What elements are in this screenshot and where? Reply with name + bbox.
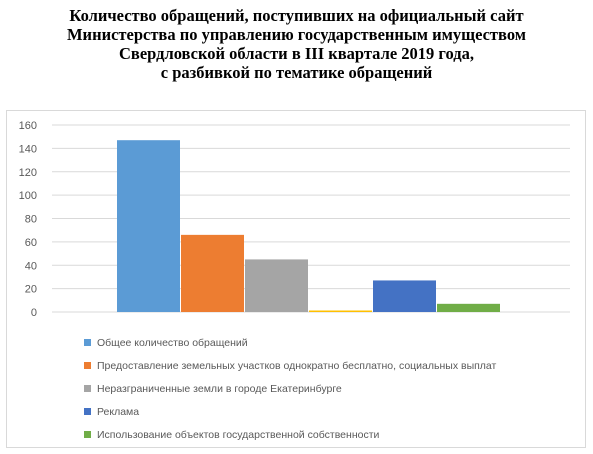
legend-item: Неразграниченные земли в городе Екатерин…: [84, 377, 496, 400]
legend-label: Неразграниченные земли в городе Екатерин…: [97, 382, 342, 395]
y-tick-label: 40: [25, 260, 37, 272]
bar: [181, 234, 244, 312]
legend-item: Использование объектов государственной с…: [84, 423, 496, 446]
bar: [373, 280, 436, 312]
legend-item: Общее количество обращений: [84, 331, 496, 354]
legend-swatch-icon: [84, 362, 91, 369]
chart-title: Количество обращений, поступивших на офи…: [0, 6, 593, 82]
legend-swatch-icon: [84, 385, 91, 392]
chart-title-line: Министерства по управлению государственн…: [66, 25, 527, 44]
legend-swatch-icon: [84, 339, 91, 346]
y-tick-label: 160: [19, 120, 37, 132]
legend-swatch-icon: [84, 431, 91, 438]
y-tick-label: 80: [25, 214, 37, 226]
y-tick-label: 0: [31, 307, 37, 319]
legend-item: Предоставление земельных участков однокр…: [84, 354, 496, 377]
bar: [309, 310, 372, 312]
y-tick-label: 140: [19, 143, 37, 155]
legend-label: Реклама: [97, 405, 140, 418]
chart-title-line: Свердловской области в III квартале 2019…: [119, 44, 474, 63]
bar: [245, 259, 308, 312]
y-tick-label: 60: [25, 237, 37, 249]
y-tick-label: 20: [25, 284, 37, 296]
legend-item: Реклама: [84, 400, 496, 423]
legend-label: Предоставление земельных участков однокр…: [97, 359, 497, 372]
legend-swatch-icon: [84, 408, 91, 415]
chart-title-line: Количество обращений, поступивших на офи…: [69, 6, 524, 25]
bar: [117, 140, 180, 312]
y-tick-label: 120: [19, 167, 37, 179]
legend-label: Общее количество обращений: [97, 336, 248, 349]
chart-legend: Общее количество обращений Предоставлени…: [84, 331, 496, 446]
y-tick-label: 100: [19, 190, 37, 202]
chart-title-line: с разбивкой по тематике обращений: [160, 63, 433, 82]
legend-label: Использование объектов государственной с…: [97, 428, 380, 441]
bar: [437, 303, 500, 312]
